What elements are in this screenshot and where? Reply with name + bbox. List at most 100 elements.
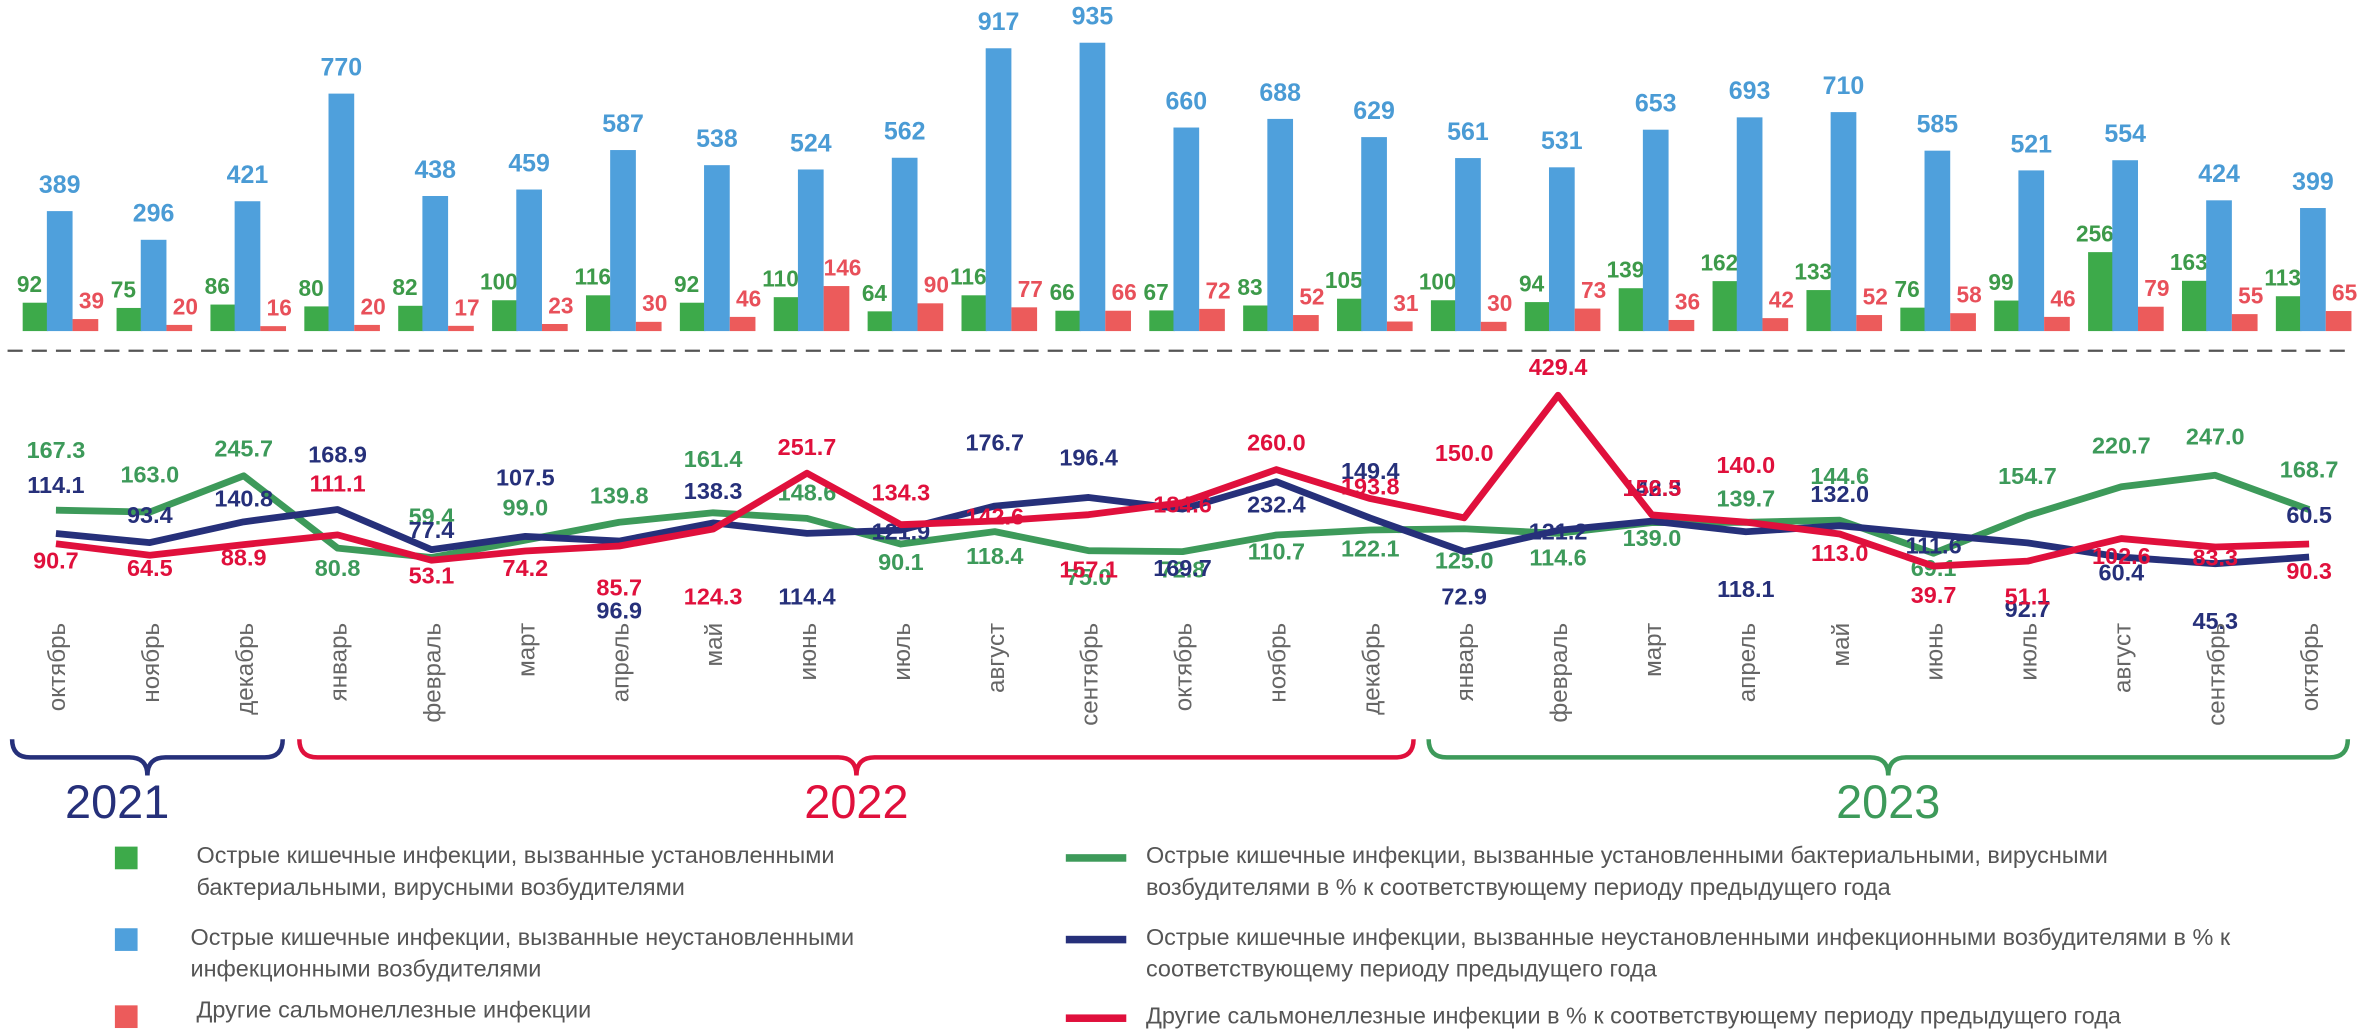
bar bbox=[1950, 313, 1976, 332]
bar bbox=[1079, 42, 1106, 332]
bar-value-label: 72 bbox=[1205, 277, 1230, 303]
line-value-label: 149.4 bbox=[1341, 458, 1400, 484]
line-value-label: 96.9 bbox=[596, 597, 642, 623]
bar bbox=[1994, 300, 2020, 332]
bar bbox=[1455, 158, 1481, 332]
bar-value-label: 16 bbox=[267, 295, 292, 321]
line-value-label: 72.8 bbox=[1160, 557, 1206, 583]
legend-swatch bbox=[1065, 1014, 1127, 1022]
line-value-label: 150.0 bbox=[1435, 440, 1494, 466]
line-value-label: 121.2 bbox=[1529, 519, 1588, 545]
bar bbox=[1830, 112, 1857, 332]
x-tick-label: апрель bbox=[1734, 623, 1761, 702]
bar-value-label: 917 bbox=[978, 8, 1020, 36]
bar-value-label: 42 bbox=[1769, 287, 1794, 313]
bar bbox=[797, 169, 824, 332]
bar bbox=[1736, 117, 1763, 332]
bar-value-label: 20 bbox=[361, 293, 386, 319]
bar-value-label: 30 bbox=[642, 290, 667, 316]
bar bbox=[2206, 200, 2232, 332]
bar-value-label: 67 bbox=[1143, 279, 1168, 305]
bar-value-label: 116 bbox=[574, 264, 611, 290]
bar-value-label: 688 bbox=[1259, 79, 1301, 107]
x-tick-label: июль bbox=[2016, 623, 2043, 681]
legend-label: Острые кишечные инфекции, вызванные уста… bbox=[196, 843, 835, 902]
line-value-label: 60.4 bbox=[2099, 560, 2145, 586]
bar-value-label: 77 bbox=[1018, 276, 1043, 302]
bar bbox=[1173, 127, 1200, 332]
bar bbox=[140, 239, 167, 332]
bar bbox=[1361, 137, 1387, 332]
bar bbox=[2181, 280, 2208, 332]
year-label: 2021 bbox=[65, 776, 169, 828]
x-tick-label: март bbox=[1640, 623, 1667, 677]
legend-swatch bbox=[114, 928, 138, 951]
bar-value-label: 92 bbox=[674, 271, 699, 297]
line-value-label: 196.4 bbox=[1059, 445, 1118, 471]
bar bbox=[1618, 288, 1645, 332]
line-value-label: 163.0 bbox=[121, 461, 180, 487]
bar bbox=[2044, 316, 2070, 332]
bar bbox=[1055, 310, 1082, 332]
bar-value-label: 75 bbox=[111, 276, 136, 302]
line-value-label: 169.7 bbox=[1153, 555, 1212, 581]
line-value-label: 132.0 bbox=[1810, 481, 1869, 507]
year-label: 2022 bbox=[804, 776, 908, 828]
year-brace bbox=[297, 739, 1416, 776]
bar-value-label: 256 bbox=[2076, 221, 2114, 247]
bar-value-label: 629 bbox=[1353, 97, 1395, 125]
bar bbox=[541, 323, 568, 332]
bar bbox=[985, 48, 1012, 332]
line-value-label: 110.7 bbox=[1248, 538, 1305, 564]
line-value-label: 260.0 bbox=[1247, 430, 1306, 456]
bar-value-label: 935 bbox=[1072, 3, 1114, 31]
bar bbox=[1105, 310, 1131, 332]
x-tick-label: июнь bbox=[795, 623, 822, 681]
bar bbox=[1668, 319, 1695, 332]
x-tick-label: ноябрь bbox=[1264, 623, 1291, 703]
bar-value-label: 20 bbox=[173, 293, 198, 319]
legend-label: Острые кишечные инфекции, вызванные уста… bbox=[1145, 843, 2108, 902]
bar bbox=[46, 211, 73, 332]
line-value-label: 118.1 bbox=[1717, 576, 1774, 602]
x-tick-label: август bbox=[2109, 623, 2136, 693]
x-tick-label: декабрь bbox=[1358, 623, 1385, 715]
bar bbox=[773, 297, 800, 332]
bar-value-label: 562 bbox=[884, 118, 926, 146]
bar-value-label: 438 bbox=[414, 156, 456, 184]
bar bbox=[635, 321, 662, 332]
line-value-label: 139.8 bbox=[590, 482, 649, 508]
bar bbox=[1642, 129, 1669, 332]
line-value-label: 139.0 bbox=[1623, 525, 1682, 551]
bar bbox=[1011, 307, 1038, 332]
bar bbox=[1524, 302, 1551, 332]
line-value-label: 168.7 bbox=[2280, 457, 2339, 483]
line-value-label: 156.5 bbox=[1623, 475, 1682, 501]
bar-value-label: 399 bbox=[2292, 168, 2334, 196]
bar-value-label: 162 bbox=[1700, 250, 1738, 276]
x-tick-label: октябрь bbox=[1171, 623, 1198, 711]
line-value-label: 161.4 bbox=[684, 446, 743, 472]
bar-value-label: 86 bbox=[205, 273, 230, 299]
bar-value-label: 163 bbox=[2170, 249, 2208, 275]
bar-value-label: 73 bbox=[1581, 277, 1606, 303]
bar bbox=[2018, 170, 2045, 332]
bar-value-label: 113 bbox=[2264, 265, 2301, 291]
line-value-label: 113.0 bbox=[1811, 540, 1868, 566]
bar-value-label: 585 bbox=[1917, 111, 1959, 139]
bar bbox=[328, 93, 355, 332]
bar bbox=[679, 302, 706, 332]
x-tick-label: сентябрь bbox=[1077, 623, 1104, 726]
line-value-label: 124.3 bbox=[684, 584, 743, 610]
bar bbox=[1806, 290, 1833, 332]
x-tick-label: май bbox=[1828, 623, 1855, 667]
bar bbox=[398, 305, 424, 332]
bar bbox=[2275, 296, 2302, 332]
legend-label: Острые кишечные инфекции, вызванные неус… bbox=[1145, 925, 2231, 983]
legend-swatch bbox=[114, 1005, 138, 1029]
line-value-label: 90.7 bbox=[33, 547, 79, 573]
bar-value-label: 100 bbox=[480, 269, 518, 295]
bar-value-label: 521 bbox=[2010, 130, 2052, 158]
line-value-label: 45.3 bbox=[2192, 608, 2238, 634]
